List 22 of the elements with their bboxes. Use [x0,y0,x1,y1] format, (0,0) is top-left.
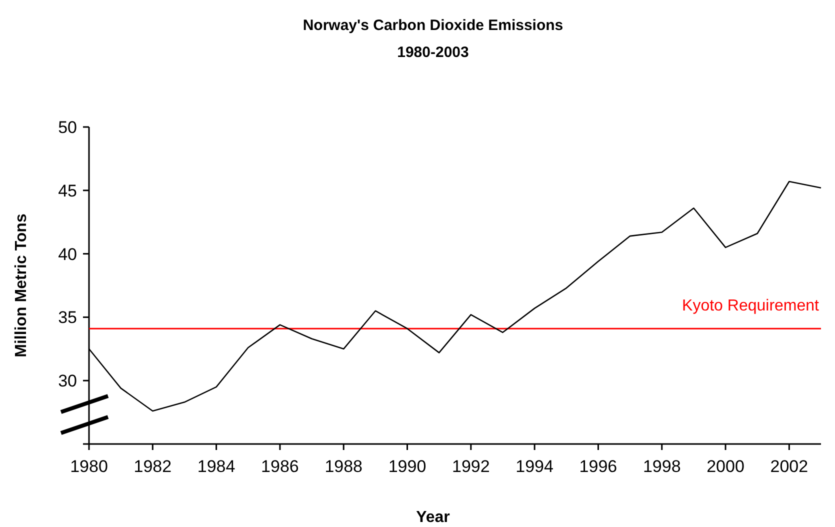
x-tick-label: 1980 [70,457,108,476]
y-tick-label: 40 [58,244,77,264]
x-tick-label: 1994 [516,457,554,476]
x-tick-label: 1982 [134,457,172,476]
x-tick-label: 1998 [642,457,681,476]
x-tick-label: 1986 [261,457,299,476]
x-tick-label: 1984 [197,457,236,476]
x-axis-title: Year [416,509,450,526]
x-tick-label: 1988 [324,457,363,476]
y-axis-title: Million Metric Tons [13,214,30,358]
y-tick-label: 30 [58,372,77,391]
y-tick-label: 45 [58,181,77,200]
y-tick-label: 35 [58,308,77,328]
x-tick-label: 1996 [579,457,618,476]
x-tick-label: 1992 [452,457,490,476]
x-tick-label: 2002 [770,457,808,476]
y-tick-label: 50 [58,118,77,137]
ref-line-label: Kyoto Requirement [682,298,820,315]
x-tick-label: 1990 [388,457,426,476]
x-tick-label: 2000 [706,457,744,476]
chart-title: Norway's Carbon Dioxide Emissions [302,17,564,34]
chart-subtitle: 1980-2003 [397,44,469,61]
